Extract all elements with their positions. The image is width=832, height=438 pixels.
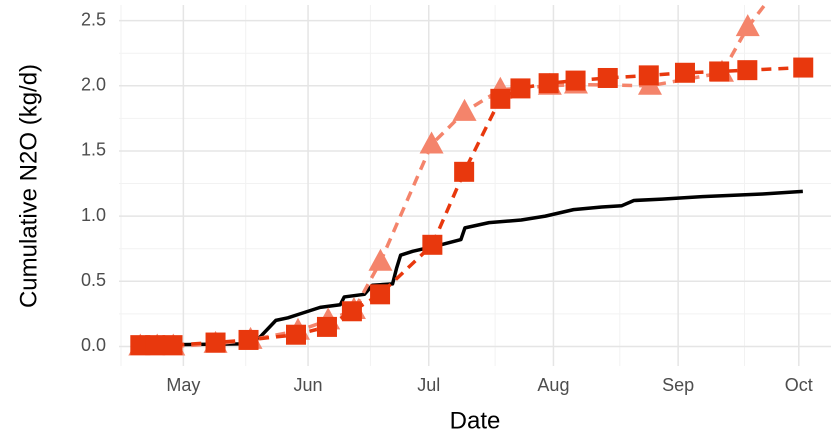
x-axis-title: Date — [450, 407, 501, 434]
y-axis-title: Cumulative N2O (kg/d) — [15, 64, 42, 308]
square-marker — [285, 324, 306, 345]
triangle-marker — [735, 14, 760, 37]
square-marker — [538, 73, 559, 94]
triangle-marker — [419, 131, 444, 154]
x-tick-label: Oct — [785, 375, 813, 395]
square-marker — [709, 61, 730, 82]
y-tick-label: 0.0 — [81, 335, 106, 355]
square-marker — [793, 57, 814, 78]
triangle-marker — [368, 248, 393, 271]
y-tick-label: 1.5 — [81, 140, 106, 160]
square-marker — [145, 335, 166, 356]
triangle-marker — [452, 98, 477, 121]
x-tick-label: Sep — [662, 375, 694, 395]
x-tick-label: May — [166, 375, 200, 395]
y-tick-label: 0.5 — [81, 270, 106, 290]
square-marker — [674, 62, 695, 83]
square-marker — [370, 284, 391, 305]
square-marker — [638, 65, 659, 86]
x-tick-label: Jul — [417, 375, 440, 395]
plot-area — [128, 0, 814, 356]
y-tick-label: 2.5 — [81, 9, 106, 29]
square-marker — [422, 234, 443, 255]
grid — [119, 5, 831, 366]
square-marker — [341, 301, 362, 322]
square-marker — [205, 332, 226, 353]
y-tick-label: 1.0 — [81, 205, 106, 225]
square-marker — [454, 161, 475, 182]
x-tick-label: Jun — [294, 375, 323, 395]
square-marker — [510, 78, 531, 99]
y-tick-label: 2.0 — [81, 75, 106, 95]
triangle-marker — [761, 0, 785, 4]
square-marker — [316, 316, 337, 337]
series-line — [140, 189, 803, 347]
square-marker — [565, 70, 586, 91]
square-marker — [162, 335, 183, 356]
square-marker — [737, 60, 758, 81]
square-marker — [490, 88, 511, 109]
square-marker — [597, 67, 618, 88]
square-marker — [238, 329, 259, 350]
x-tick-label: Aug — [537, 375, 569, 395]
series-line — [140, 65, 804, 347]
